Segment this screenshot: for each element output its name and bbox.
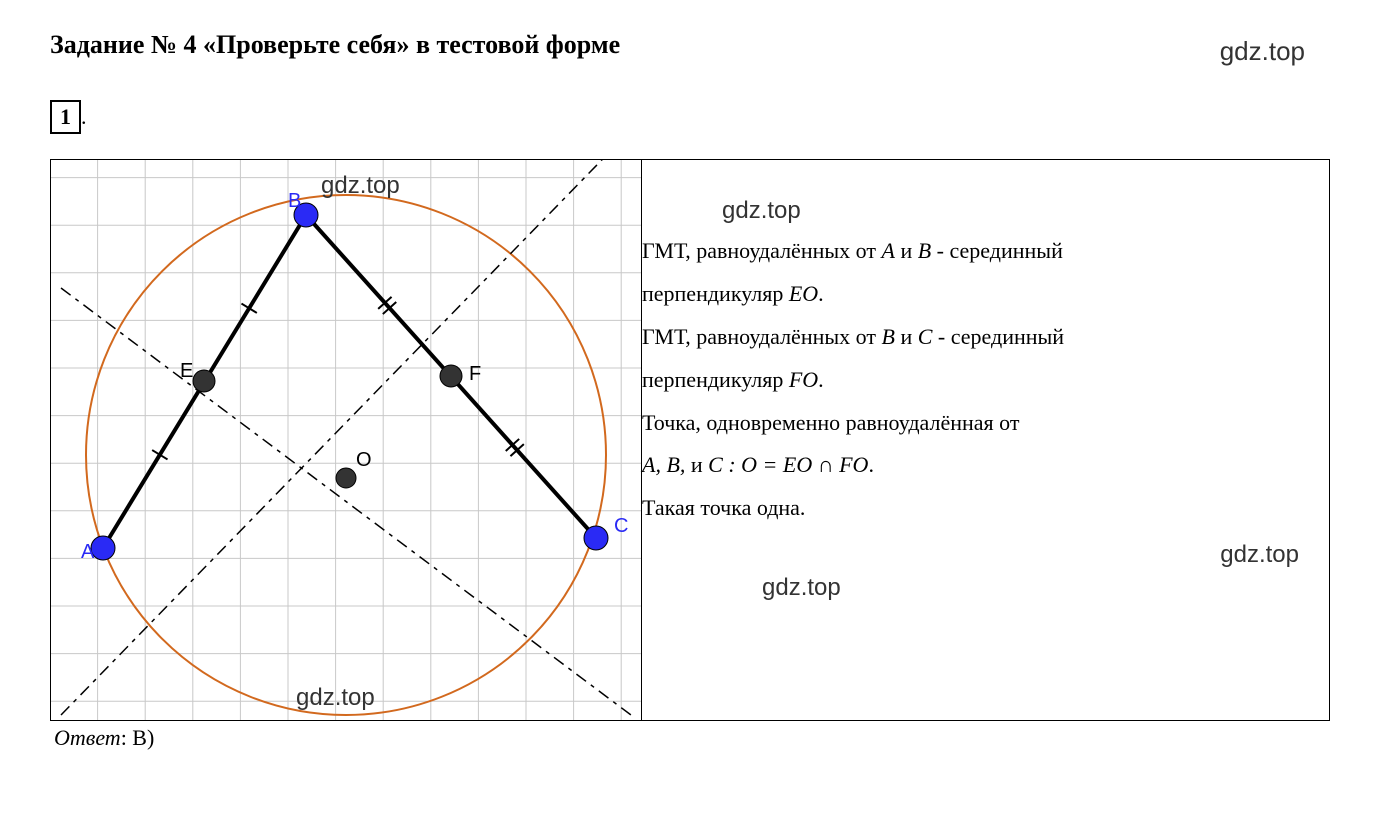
watermark-text-right: gdz.top [1220, 532, 1299, 579]
solution-cell: gdz.top ГМТ, равноудалённых от A и B - с… [642, 160, 1330, 721]
svg-text:F: F [469, 363, 481, 385]
solution-line: перпендикуляр FO. [642, 359, 1329, 402]
solution-line: Такая точка одна. [642, 487, 1329, 530]
solution-line: перпендикуляр EO. [642, 273, 1329, 316]
geometry-figure: A B C E F O [51, 160, 641, 720]
answer-value: : В) [121, 725, 155, 750]
answer-row: Ответ: В) [50, 725, 1350, 751]
problem-number-box: 1. [50, 100, 1350, 159]
problem-number: 1 [50, 100, 81, 134]
solution-line: ГМТ, равноудалённых от A и B - серединны… [642, 230, 1329, 273]
solution-line: A, B, и C : O = EO ∩ FO. [642, 444, 1329, 487]
solution-text: ГМТ, равноудалённых от A и B - серединны… [642, 230, 1329, 530]
watermark-top-right: gdz.top [1220, 36, 1305, 67]
figure-cell: ABCEFO gdz.top gdz.top [51, 160, 642, 721]
svg-text:O: O [356, 449, 372, 471]
svg-text:B: B [288, 190, 301, 212]
solution-line: Точка, одновременно равноудалённая от [642, 402, 1329, 445]
task-heading: Задание № 4 «Проверьте себя» в тестовой … [50, 30, 1350, 60]
watermark-text-mid: gdz.top [762, 565, 841, 612]
problem-number-period: . [81, 104, 87, 129]
answer-label: Ответ [54, 725, 121, 750]
svg-text:E: E [180, 360, 193, 382]
svg-text:A: A [81, 541, 95, 563]
svg-text:C: C [614, 515, 628, 537]
content-table: A B C E F O gdz.top gdz.top gdz.top ГМТ, равн… [50, 159, 1330, 721]
solution-line: ГМТ, равноудалённых от B и C - серединны… [642, 316, 1329, 359]
